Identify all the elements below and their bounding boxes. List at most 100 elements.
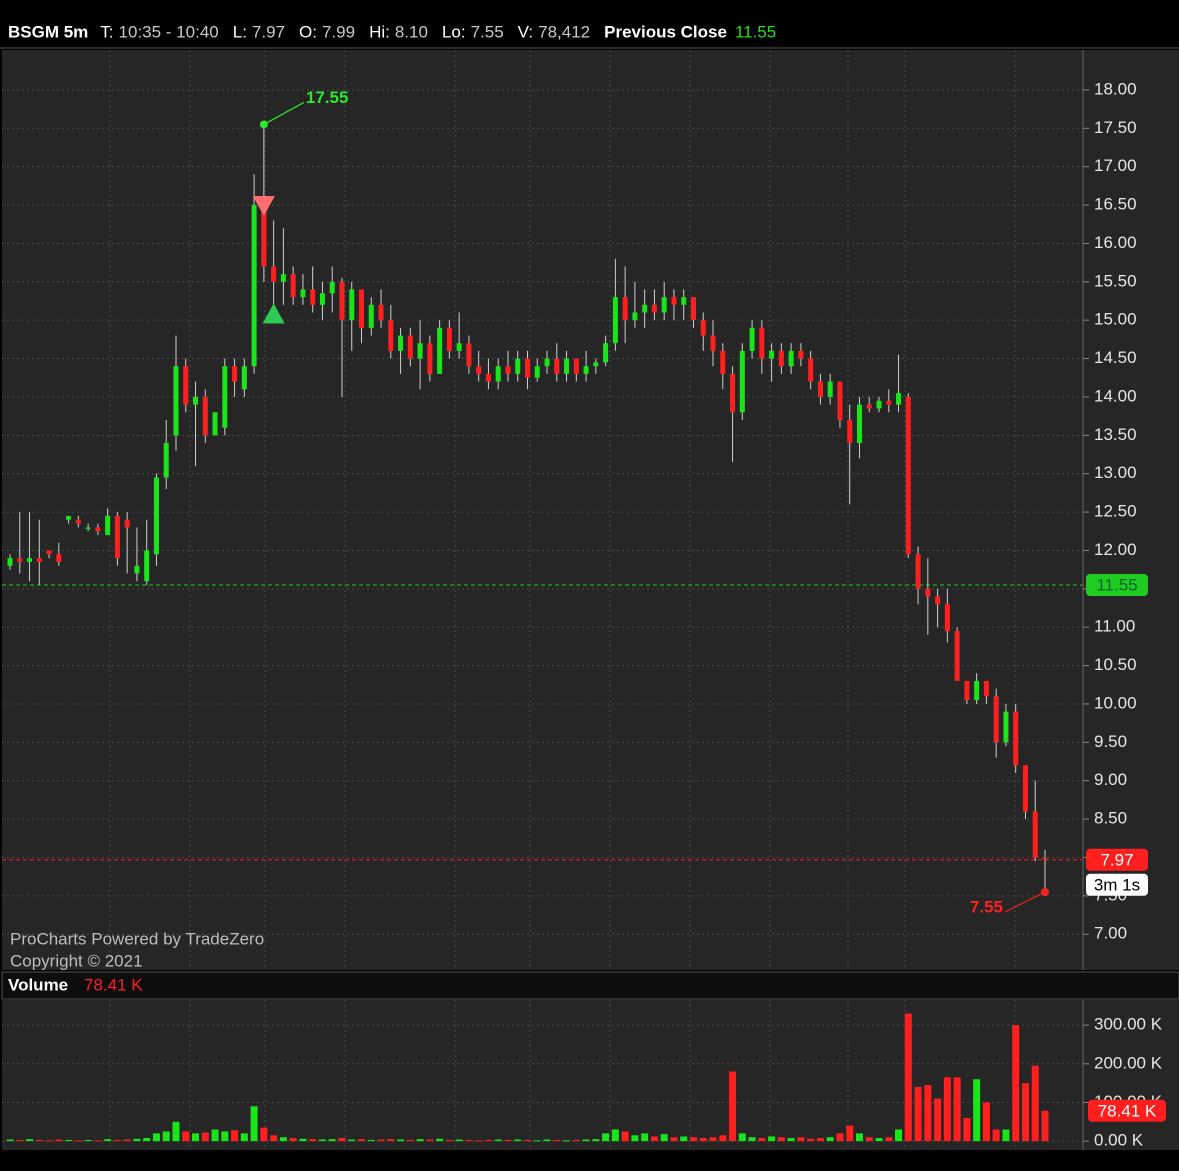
volume-bar: [445, 1139, 453, 1142]
price-tag-label: 7.97: [1100, 850, 1133, 869]
volume-bar: [328, 1139, 336, 1142]
annotation-dot: [259, 120, 268, 129]
header-text: L:: [233, 22, 247, 41]
y-tick-label: 16.00: [1094, 233, 1137, 252]
header-text: 78,412: [538, 22, 590, 41]
candle-body: [847, 419, 853, 443]
volume-bar: [787, 1138, 795, 1142]
volume-bar: [348, 1139, 356, 1142]
volume-bar: [826, 1137, 834, 1142]
header-text: 7.55: [471, 22, 504, 41]
candle-body: [163, 442, 169, 478]
header-text: 8.10: [395, 22, 428, 41]
candle-body: [241, 366, 247, 390]
candle-body: [671, 297, 677, 305]
volume-bar: [914, 1086, 922, 1142]
candle-body: [271, 266, 277, 282]
volume-bar: [387, 1139, 395, 1142]
candle-body: [769, 350, 775, 359]
volume-bar: [211, 1129, 219, 1142]
candle-body: [222, 366, 228, 428]
volume-bar: [16, 1139, 24, 1142]
volume-bar: [74, 1140, 82, 1142]
candle-body: [417, 343, 423, 359]
volume-bar: [260, 1127, 268, 1142]
volume-bar: [172, 1121, 180, 1142]
volume-header: [1, 971, 1179, 1000]
volume-bar: [719, 1135, 727, 1142]
y-tick-label: 0.00 K: [1094, 1131, 1144, 1150]
candle-body: [915, 554, 921, 589]
y-tick-label: 13.00: [1094, 463, 1137, 482]
volume-bar: [192, 1133, 200, 1142]
volume-bar: [1021, 1083, 1029, 1142]
candle-body: [95, 527, 101, 532]
volume-bar: [602, 1133, 610, 1142]
volume-bar: [807, 1138, 815, 1142]
y-tick-label: 9.50: [1094, 732, 1127, 751]
volume-bar: [65, 1139, 73, 1142]
candle-body: [1042, 858, 1048, 860]
volume-bar: [436, 1138, 444, 1142]
candle-body: [564, 358, 570, 374]
volume-bar: [494, 1139, 502, 1142]
volume-bar: [572, 1139, 580, 1142]
volume-tag: [1088, 1099, 1166, 1122]
watermark: ProCharts Powered by TradeZero: [10, 929, 264, 948]
volume-bar: [611, 1129, 619, 1142]
candle-body: [349, 289, 355, 321]
candle-body: [1013, 711, 1019, 766]
header-text: V:: [518, 22, 533, 41]
volume-bar: [699, 1138, 707, 1142]
candle-body: [485, 373, 491, 382]
volume-bar: [758, 1138, 766, 1142]
candle-body: [876, 400, 882, 409]
volume-value: 78.41 K: [84, 975, 143, 994]
candle-body: [622, 297, 628, 321]
y-tick-label: 12.00: [1094, 540, 1137, 559]
volume-bar: [6, 1139, 14, 1142]
volume-bar: [250, 1106, 258, 1142]
candle-body: [554, 358, 560, 374]
y-tick-label: 16.50: [1094, 195, 1137, 214]
volume-bar: [162, 1131, 170, 1142]
trade-marker: [262, 303, 285, 324]
timer-label: 3m 1s: [1094, 875, 1140, 894]
candle-body: [212, 412, 218, 436]
candle-body: [778, 350, 784, 367]
volume-bar: [182, 1131, 190, 1142]
volume-bar: [855, 1133, 863, 1142]
candle-body: [339, 281, 345, 321]
volume-bar: [455, 1139, 463, 1142]
candle-body: [603, 343, 609, 363]
candle-body: [944, 604, 950, 632]
volume-bar: [680, 1136, 688, 1142]
y-tick-label: 17.00: [1094, 156, 1137, 175]
volume-bar: [973, 1079, 981, 1142]
price-tag: [1086, 573, 1148, 596]
y-tick-label: 11.00: [1094, 617, 1135, 636]
volume-bar: [797, 1137, 805, 1142]
y-tick-label: 10.00: [1094, 693, 1137, 712]
volume-bar: [943, 1077, 951, 1142]
volume-bar: [1031, 1065, 1039, 1142]
y-tick-label: 12.50: [1094, 502, 1137, 521]
candle-body: [319, 293, 325, 305]
volume-bar: [543, 1139, 551, 1142]
candle-body: [17, 558, 23, 562]
price-panel: [2, 50, 1179, 970]
candle-body: [46, 550, 52, 555]
candle-body: [144, 550, 150, 582]
candle-body: [583, 366, 589, 374]
volume-bar: [641, 1133, 649, 1142]
volume-bar: [289, 1138, 297, 1142]
candle-body: [905, 396, 911, 555]
candle-body: [75, 519, 81, 524]
volume-bar: [123, 1139, 131, 1142]
candle-body: [56, 554, 62, 562]
y-tick-label: 15.00: [1094, 310, 1137, 329]
volume-bar: [1002, 1129, 1010, 1142]
candle-body: [837, 381, 843, 420]
annotation-leader: [1004, 891, 1046, 913]
volume-bar: [592, 1139, 600, 1142]
